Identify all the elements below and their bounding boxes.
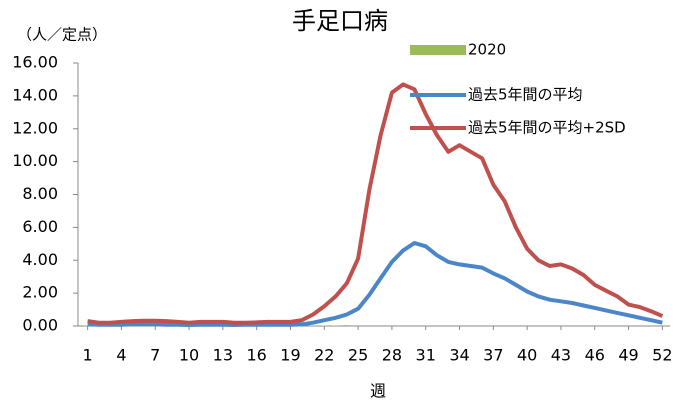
x-tick-label: 43	[551, 346, 571, 365]
bar	[332, 325, 339, 327]
line	[87, 241, 663, 327]
y-tick-label: 0.00	[22, 316, 58, 335]
x-tick-label: 34	[449, 346, 469, 365]
x-tick-label: 22	[314, 346, 334, 365]
x-tick-label: 25	[348, 346, 368, 365]
x-tick-label: 1	[83, 346, 93, 365]
legend-swatch	[410, 45, 466, 55]
bar	[320, 325, 328, 327]
line	[87, 82, 664, 325]
x-tick-label: 16	[246, 346, 266, 365]
legend-label: 過去5年間の平均	[468, 86, 583, 104]
bar	[343, 325, 351, 326]
x-tick-label: 49	[618, 346, 638, 365]
y-tick-label: 6.00	[22, 217, 58, 236]
x-tick-label: 52	[652, 346, 672, 365]
y-tick-label: 16.00	[12, 53, 58, 72]
x-tick-label: 46	[585, 346, 605, 365]
x-tick-label: 10	[179, 346, 199, 365]
x-tick-label: 37	[483, 346, 503, 365]
x-tick-label: 40	[517, 346, 537, 365]
x-tick-label: 28	[382, 346, 402, 365]
legend-label: 過去5年間の平均+2SD	[468, 119, 626, 137]
y-tick-label: 8.00	[22, 184, 58, 203]
legend-label: 2020	[468, 41, 506, 59]
x-tick-label: 13	[213, 346, 233, 365]
x-tick-label: 19	[280, 346, 300, 365]
bar	[309, 325, 317, 327]
x-tick-label: 31	[416, 346, 436, 365]
x-tick-label: 7	[150, 346, 160, 365]
x-axis-label: 週	[370, 382, 386, 401]
chart-title: 手足口病	[292, 7, 388, 35]
y-tick-label: 2.00	[22, 283, 58, 302]
y-axis-label: （人／定点）	[17, 26, 107, 44]
y-tick-label: 12.00	[12, 118, 58, 137]
y-tick-label: 4.00	[22, 250, 58, 269]
y-tick-label: 10.00	[12, 151, 58, 170]
y-tick-label: 14.00	[12, 85, 58, 104]
x-tick-label: 4	[116, 346, 126, 365]
